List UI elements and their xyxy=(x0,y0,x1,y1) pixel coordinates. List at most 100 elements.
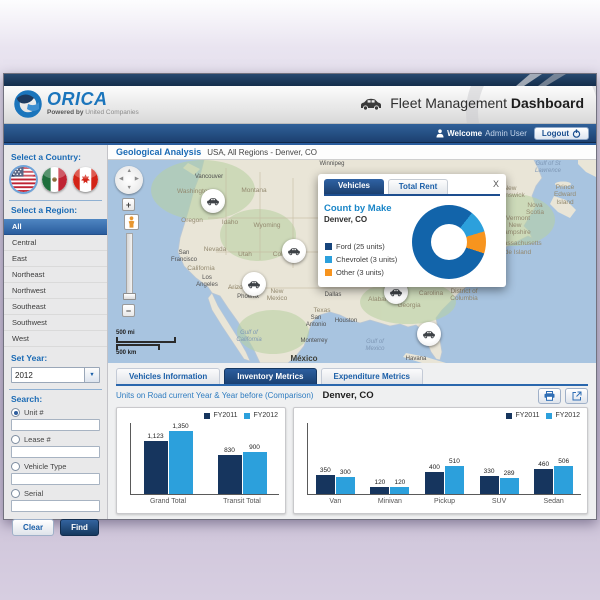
search-radio-row-vehicle-type[interactable]: Vehicle Type xyxy=(11,462,100,471)
chart-bars: 350 300 xyxy=(315,467,355,494)
chart-legend: FY2011 FY2012 xyxy=(204,412,278,419)
pegman-control[interactable] xyxy=(124,214,139,230)
header-bar: ORICA Powered by United Companies Fleet … xyxy=(4,86,596,124)
chart-legend-fy2012: FY2012 xyxy=(546,412,580,419)
radio-label-serial: Serial xyxy=(24,489,44,498)
chart-legend-swatch xyxy=(204,412,211,419)
popup-subtitle: Denver, CO xyxy=(324,215,368,224)
welcome-username: Admin User xyxy=(485,128,527,138)
legend-item-other-3-units: Other (3 units) xyxy=(325,266,397,279)
search-radio-row-lease[interactable]: Lease # xyxy=(11,435,100,444)
pan-right-icon[interactable]: ▶ xyxy=(134,176,139,182)
radio-unit[interactable] xyxy=(11,408,20,417)
bar-wrap: 510 xyxy=(444,458,464,494)
tab-inventory-metrics[interactable]: Inventory Metrics xyxy=(224,368,317,384)
bar-wrap: 900 xyxy=(242,444,267,494)
search-fields: Unit # Lease # Vehicle Type Serial xyxy=(11,408,100,512)
popup-tab-vehicles[interactable]: Vehicles xyxy=(324,179,384,194)
vehicle-marker-5[interactable] xyxy=(417,322,441,346)
region-item-southwest[interactable]: Southwest xyxy=(4,315,107,331)
flag-usa[interactable] xyxy=(11,167,36,192)
map-canvas[interactable]: Vancouver Winnipeg Washington Montana Oregon… xyxy=(108,160,596,363)
legend-label: Ford (25 units) xyxy=(336,242,385,251)
bar-value-label: 900 xyxy=(249,444,260,451)
tab-vehicles-information[interactable]: Vehicles Information xyxy=(116,368,221,384)
bar-wrap: 1,350 xyxy=(168,423,193,494)
search-radio-row-serial[interactable]: Serial xyxy=(11,489,100,498)
year-dropdown[interactable]: ▼ xyxy=(11,367,100,383)
zoom-out-button[interactable]: − xyxy=(122,304,135,317)
tab-expenditure-metrics[interactable]: Expenditure Metrics xyxy=(320,368,423,384)
flag-canada[interactable] xyxy=(73,167,98,192)
map-pan-control[interactable]: ▲ ▼ ◀ ▶ xyxy=(115,166,143,194)
zoom-in-button[interactable]: + xyxy=(122,198,135,211)
printer-icon xyxy=(544,390,555,401)
year-value[interactable] xyxy=(12,368,84,382)
search-input-unit[interactable] xyxy=(11,419,100,431)
bar-value-label: 1,123 xyxy=(147,433,164,440)
usa-flag-icon xyxy=(11,167,36,192)
pan-left-icon[interactable]: ◀ xyxy=(119,176,124,182)
radio-serial[interactable] xyxy=(11,489,20,498)
chart-category-label: Grand Total xyxy=(149,498,187,505)
bar-fy2012-pickup xyxy=(444,466,464,494)
chart-group-van: 350 300 Van xyxy=(315,423,355,505)
bar-wrap: 350 xyxy=(315,467,335,494)
chart-group-sedan: 460 506 Sedan xyxy=(534,423,574,505)
region-item-northeast[interactable]: Northeast xyxy=(4,267,107,283)
scale-miles-label: 500 mi xyxy=(116,330,135,336)
chart-category-label: Van xyxy=(329,498,342,505)
region-item-southeast[interactable]: Southeast xyxy=(4,299,107,315)
logout-button[interactable]: Logout xyxy=(533,126,589,140)
region-item-central[interactable]: Central xyxy=(4,235,107,251)
brand-tagline-bold: Powered by xyxy=(47,109,84,116)
chart-bars: 400 510 xyxy=(424,458,464,494)
region-item-all[interactable]: All xyxy=(4,219,107,235)
bar-wrap: 120 xyxy=(370,479,390,494)
bar-wrap: 400 xyxy=(424,464,444,494)
search-input-vehicle-type[interactable] xyxy=(11,473,100,485)
popup-close-button[interactable]: X xyxy=(492,179,499,189)
chart-bars: 830 900 xyxy=(217,444,267,494)
find-button[interactable]: Find xyxy=(60,519,99,536)
popup-tab-total-rent[interactable]: Total Rent xyxy=(388,179,448,194)
chart-group-grand-total: 1,123 1,350 Grand Total xyxy=(143,423,193,505)
sidebar-divider xyxy=(9,200,102,201)
region-item-west[interactable]: West xyxy=(4,331,107,347)
vehicle-marker-1[interactable] xyxy=(201,189,225,213)
region-item-northwest[interactable]: Northwest xyxy=(4,283,107,299)
search-field-unit: Unit # xyxy=(11,408,100,431)
page-title: Fleet Management Dashboard xyxy=(359,95,584,111)
chart-group-pickup: 400 510 Pickup xyxy=(424,423,464,505)
search-radio-row-unit[interactable]: Unit # xyxy=(11,408,100,417)
pan-down-icon[interactable]: ▼ xyxy=(126,184,132,191)
radio-lease[interactable] xyxy=(11,435,20,444)
search-input-lease[interactable] xyxy=(11,446,100,458)
search-input-serial[interactable] xyxy=(11,500,100,512)
print-button[interactable] xyxy=(538,387,561,404)
vehicle-marker-3[interactable] xyxy=(242,272,266,296)
bar-wrap: 330 xyxy=(479,468,499,494)
region-list: All Central East Northeast Northwest Southeas… xyxy=(4,219,107,347)
vehicle-marker-2[interactable] xyxy=(282,239,306,263)
pan-up-icon[interactable]: ▲ xyxy=(126,168,132,174)
bar-fy2012-grand-total xyxy=(168,431,193,494)
chart-bars: 120 120 xyxy=(370,479,410,494)
chart-category-label: Sedan xyxy=(543,498,564,505)
zoom-slider-thumb[interactable] xyxy=(123,293,136,300)
chart-plot: 1,123 1,350 Grand Total 830 900 Transit Total xyxy=(130,423,279,505)
bar-fy2011-pickup xyxy=(424,472,444,494)
bar-fy2012-suv xyxy=(499,478,519,494)
year-dropdown-arrow-icon[interactable]: ▼ xyxy=(84,368,99,382)
flag-mexico[interactable] xyxy=(42,167,67,192)
zoom-slider-track[interactable] xyxy=(126,233,133,297)
map-scale: 500 mi 500 km xyxy=(116,330,176,356)
export-button[interactable] xyxy=(565,387,588,404)
search-label: Search: xyxy=(11,394,43,404)
radio-vehicle-type[interactable] xyxy=(11,462,20,471)
region-item-east[interactable]: East xyxy=(4,251,107,267)
bar-value-label: 400 xyxy=(429,464,440,471)
clear-button[interactable]: Clear xyxy=(12,519,55,536)
bar-value-label: 289 xyxy=(503,470,515,477)
bar-wrap: 830 xyxy=(217,447,242,494)
